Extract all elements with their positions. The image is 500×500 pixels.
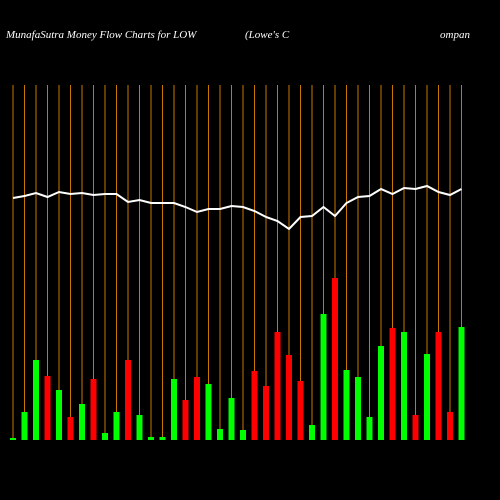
bar	[182, 400, 189, 440]
bar	[378, 346, 384, 440]
bar	[286, 355, 292, 440]
bar	[102, 433, 108, 440]
bar	[389, 328, 396, 440]
bar	[125, 360, 131, 440]
chart-title: MunafaSutra Money Flow Charts for LOW	[5, 29, 197, 41]
bar	[343, 370, 350, 440]
bar	[435, 332, 442, 440]
chart-title: (Lowe's C	[245, 29, 290, 41]
bar	[159, 437, 166, 440]
bar	[251, 371, 258, 440]
bar	[228, 398, 235, 440]
bar	[217, 429, 223, 440]
bar	[320, 314, 327, 440]
bar	[401, 332, 407, 440]
bar	[194, 377, 200, 440]
bar	[90, 379, 97, 440]
bar	[458, 327, 465, 440]
bar	[171, 379, 177, 440]
bar	[355, 377, 361, 440]
bar	[412, 415, 419, 440]
bar	[44, 376, 51, 440]
bar	[10, 438, 16, 440]
bar	[205, 384, 212, 440]
bar	[136, 415, 143, 440]
bar	[240, 430, 246, 440]
bar	[79, 404, 85, 440]
bar	[366, 417, 373, 440]
bar	[297, 381, 304, 440]
bar	[309, 425, 315, 440]
bar	[332, 278, 338, 440]
bar	[447, 412, 453, 440]
bar	[67, 417, 74, 440]
bar	[274, 332, 281, 440]
bar	[113, 412, 120, 440]
bar	[33, 360, 39, 440]
bar	[148, 437, 154, 440]
bar	[263, 386, 269, 440]
bar	[21, 412, 28, 440]
bar	[424, 354, 430, 440]
money-flow-line	[12, 184, 462, 231]
chart-title: ompan	[440, 29, 470, 41]
bar	[56, 390, 62, 440]
